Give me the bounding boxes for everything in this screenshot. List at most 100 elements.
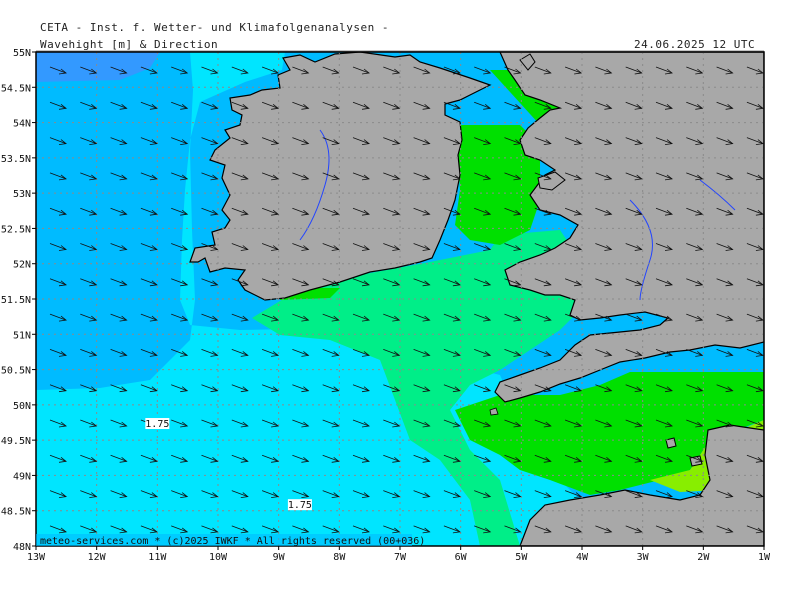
wave-arrow (110, 490, 128, 498)
wave-arrow (201, 137, 219, 145)
wave-arrow (261, 313, 280, 322)
wave-arrow (322, 207, 340, 216)
lat-tick-label: 50N (13, 401, 31, 412)
lat-tick-label: 55N (13, 48, 31, 59)
wave-arrow (140, 278, 158, 287)
wave-arrow (383, 525, 401, 534)
wave-arrow (504, 490, 522, 498)
wave-arrow (625, 66, 643, 75)
wave-arrow (49, 207, 67, 216)
wave-arrow (80, 278, 98, 287)
wave-arrow (413, 278, 431, 287)
wave-arrow (292, 454, 310, 463)
wave-arrow (595, 137, 613, 145)
footer-credit-bg (36, 534, 412, 546)
wave-arrow (322, 349, 340, 357)
wave-arrow (413, 349, 431, 357)
wave-arrow (686, 454, 704, 463)
wave-arrow (261, 137, 280, 145)
wave-arrow (413, 243, 431, 251)
wave-arrow (322, 101, 340, 110)
wave-arrow (231, 490, 249, 498)
wave-arrow (686, 243, 704, 251)
wave-arrow (655, 349, 673, 357)
wave-arrow (564, 349, 583, 357)
wave-arrow (504, 243, 522, 251)
lon-tick-label: 8W (333, 552, 346, 563)
wave-arrow (474, 490, 492, 498)
wave-arrow (231, 349, 249, 357)
wave-arrow (352, 454, 370, 463)
wave-arrow (80, 137, 98, 145)
wave-arrow (292, 137, 310, 145)
wave-arrow (171, 172, 189, 181)
wave-arrow (201, 384, 219, 393)
wave-arrow (716, 454, 734, 463)
wave-arrow (383, 101, 401, 110)
wave-arrow (413, 207, 431, 216)
wave-arrow (413, 525, 431, 534)
wave-arrow (655, 101, 673, 110)
wave-arrow (322, 525, 340, 534)
sea-field-highest (36, 52, 160, 82)
wave-arrow (231, 313, 249, 322)
wave-arrow (655, 207, 673, 216)
wave-arrow (413, 313, 431, 322)
wave-arrow (292, 525, 310, 534)
wave-arrow (746, 384, 764, 393)
wave-arrow (474, 313, 492, 322)
wave-arrow (625, 384, 643, 393)
wave-arrow (383, 243, 401, 251)
wave-arrow (443, 278, 461, 287)
wave-arrow (534, 313, 552, 322)
wave-arrow (110, 419, 128, 428)
wave-arrow (474, 172, 492, 181)
wave-arrow (49, 172, 67, 181)
lon-tick-label: 11W (148, 552, 167, 563)
wave-arrow (352, 278, 370, 287)
wave-arrow (625, 313, 643, 322)
wave-arrow (322, 137, 340, 145)
wave-arrow (716, 137, 734, 145)
wave-arrow (49, 313, 67, 322)
contour-label-bg (287, 499, 312, 511)
wave-arrow (504, 313, 522, 322)
wave-arrow (443, 454, 461, 463)
wave-arrow (292, 243, 310, 251)
wave-arrow (474, 525, 492, 534)
wave-arrow (322, 66, 340, 75)
wave-arrow (110, 278, 128, 287)
wave-arrow (110, 207, 128, 216)
wave-arrow (201, 101, 219, 110)
wave-arrow (110, 349, 128, 357)
wave-arrow (261, 384, 280, 393)
contour-labels: 1.75 1.75 (145, 418, 312, 511)
wave-arrow (595, 66, 613, 75)
contour-label-bg (145, 418, 170, 430)
wave-arrow (322, 172, 340, 181)
wave-arrow (231, 384, 249, 393)
wave-arrow (322, 313, 340, 322)
wave-arrow (171, 243, 189, 251)
wave-arrow (352, 243, 370, 251)
wave-arrow (292, 172, 310, 181)
wave-arrow (443, 243, 461, 251)
wave-arrow (110, 313, 128, 322)
wave-arrow (171, 207, 189, 216)
wave-arrow (140, 313, 158, 322)
wave-arrow (625, 137, 643, 145)
wave-arrow (261, 349, 280, 357)
wave-arrow (443, 66, 461, 75)
wave-arrow (261, 66, 280, 75)
wave-arrow (655, 525, 673, 534)
wave-arrow (110, 525, 128, 534)
wave-arrow (231, 66, 249, 75)
wave-arrow (686, 278, 704, 287)
wave-arrow (292, 419, 310, 428)
wave-arrow (80, 419, 98, 428)
wave-arrow (171, 313, 189, 322)
wave-arrow (625, 172, 643, 181)
wave-arrow (504, 454, 522, 463)
lat-tick-label: 53N (13, 189, 31, 200)
wave-arrow (171, 525, 189, 534)
